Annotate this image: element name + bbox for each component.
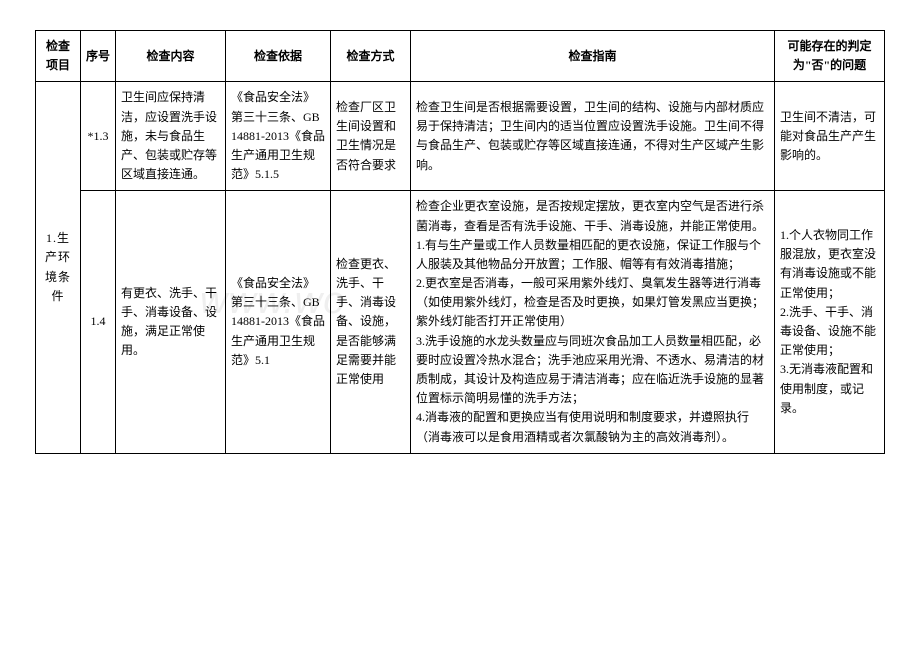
page-container: www.wo 检查项目 序号 检查内容 检查依据 检查方式 检查指南 可能存在的… [0,0,920,484]
table-header: 检查项目 序号 检查内容 检查依据 检查方式 检查指南 可能存在的判定为"否"的… [36,31,885,82]
cell-content: 卫生间应保持清洁，应设置洗手设施，未与食品生产、包装或贮存等区域直接连通。 [116,82,226,191]
col-header-guide: 检查指南 [411,31,775,82]
cell-issues: 卫生间不清洁，可能对食品生产产生影响的。 [775,82,885,191]
cell-guide: 检查企业更衣室设施，是否按规定摆放，更衣室内空气是否进行杀菌消毒，查看是否有洗手… [411,191,775,453]
table-body: 1.生产环境条件 *1.3 卫生间应保持清洁，应设置洗手设施，未与食品生产、包装… [36,82,885,453]
table-header-row: 检查项目 序号 检查内容 检查依据 检查方式 检查指南 可能存在的判定为"否"的… [36,31,885,82]
col-header-method: 检查方式 [331,31,411,82]
col-header-content: 检查内容 [116,31,226,82]
cell-basis: 《食品安全法》第三十三条、GB14881-2013《食品生产通用卫生规范》5.1… [226,82,331,191]
col-header-issues: 可能存在的判定为"否"的问题 [775,31,885,82]
cell-method: 检查更衣、洗手、干手、消毒设备、设施，是否能够满足需要并能正常使用 [331,191,411,453]
cell-basis: 《食品安全法》第三十三条、GB14881-2013《食品生产通用卫生规范》5.1 [226,191,331,453]
table-row: 1.生产环境条件 *1.3 卫生间应保持清洁，应设置洗手设施，未与食品生产、包装… [36,82,885,191]
cell-seq: *1.3 [81,82,116,191]
cell-method: 检查厂区卫生间设置和卫生情况是否符合要求 [331,82,411,191]
inspection-table: 检查项目 序号 检查内容 检查依据 检查方式 检查指南 可能存在的判定为"否"的… [35,30,885,454]
col-header-basis: 检查依据 [226,31,331,82]
table-row: 1.4 有更衣、洗手、干手、消毒设备、设施，满足正常使用。 《食品安全法》第三十… [36,191,885,453]
cell-content: 有更衣、洗手、干手、消毒设备、设施，满足正常使用。 [116,191,226,453]
col-header-seq: 序号 [81,31,116,82]
cell-guide: 检查卫生间是否根据需要设置，卫生间的结构、设施与内部材质应易于保持清洁；卫生间内… [411,82,775,191]
cell-issues: 1.个人衣物同工作服混放，更衣室没有消毒设施或不能正常使用； 2.洗手、干手、消… [775,191,885,453]
cell-project: 1.生产环境条件 [36,82,81,453]
cell-seq: 1.4 [81,191,116,453]
col-header-project: 检查项目 [36,31,81,82]
